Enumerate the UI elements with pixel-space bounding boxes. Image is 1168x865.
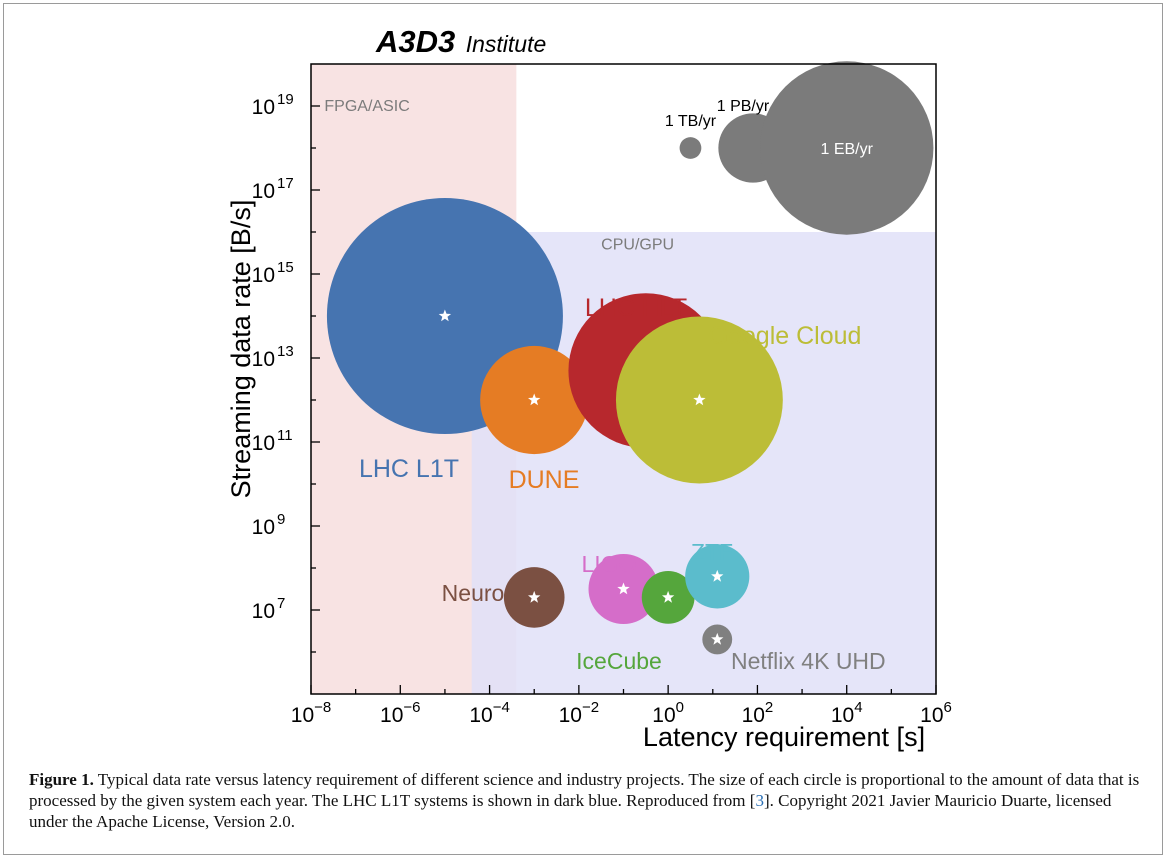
y-tick-label: 10 bbox=[252, 96, 275, 119]
x-tick-base: 10 bbox=[380, 704, 403, 727]
x-tick-label: 10−8 bbox=[291, 699, 331, 727]
x-tick-exponent: 2 bbox=[765, 699, 773, 716]
x-tick-label: 106 bbox=[920, 699, 952, 727]
y-tick-label: 10 bbox=[252, 432, 275, 455]
brand-bold: A3D3 bbox=[375, 24, 455, 59]
brand-title: A3D3 Institute bbox=[375, 24, 546, 59]
y-tick-base: 10 bbox=[252, 600, 275, 623]
bubble-label-google-cloud: Google Cloud bbox=[709, 322, 862, 350]
x-tick-exponent: −4 bbox=[493, 699, 510, 716]
star-icecube bbox=[662, 590, 675, 603]
y-axis-label: Streaming data rate [B/s] bbox=[226, 200, 256, 499]
x-tick-label: 10−6 bbox=[380, 699, 420, 727]
bubble-label-lhc-hlt: LHC HLT bbox=[585, 294, 687, 322]
bubble-label-neuro: Neuro bbox=[442, 580, 505, 606]
y-tick-exponent: 9 bbox=[277, 511, 285, 528]
labels-layer: FPGA/ASIC CPU/GPU LHC L1T DUNE LHC HLT Google… bbox=[324, 98, 885, 674]
x-tick-base: 10 bbox=[652, 704, 675, 727]
legend-bubble-1-tb-yr bbox=[679, 137, 702, 159]
x-tick-label: 10−2 bbox=[559, 699, 599, 727]
x-tick-base: 10 bbox=[742, 704, 765, 727]
x-tick-base: 10 bbox=[469, 704, 492, 727]
x-tick-exponent: 4 bbox=[854, 699, 862, 716]
star-netflix-4k-uhd bbox=[711, 632, 724, 645]
star-ligo bbox=[617, 582, 630, 595]
bubble-label-ztf: ZTF bbox=[691, 539, 733, 565]
x-tick-base: 10 bbox=[291, 704, 314, 727]
x-tick-label: 102 bbox=[742, 699, 774, 727]
star-lhc-l1t bbox=[438, 309, 452, 322]
caption-ref-open: [ bbox=[749, 791, 756, 810]
x-tick-base: 10 bbox=[831, 704, 854, 727]
bubble-label-icecube: IceCube bbox=[576, 648, 662, 674]
star-google-cloud bbox=[693, 393, 706, 406]
caption-ref-close: ] bbox=[763, 791, 770, 810]
star-ztf bbox=[711, 569, 724, 582]
x-tick-base: 10 bbox=[559, 704, 582, 727]
caption-reference-link[interactable]: 3 bbox=[755, 791, 764, 810]
bubble-label-netflix-4k-uhd: Netflix 4K UHD bbox=[731, 648, 886, 674]
caption-text-end: . Copyright 2021 Javier Mauricio Duarte,… bbox=[29, 791, 1112, 831]
x-tick-exponent: −8 bbox=[314, 699, 331, 716]
y-tick-exponent: 13 bbox=[277, 343, 294, 360]
x-tick-exponent: −2 bbox=[582, 699, 599, 716]
y-tick-label: 10 bbox=[252, 180, 275, 203]
y-tick-label: 10 bbox=[252, 348, 275, 371]
region-label-cpu-gpu: CPU/GPU bbox=[601, 237, 674, 254]
x-tick-label: 10−4 bbox=[469, 699, 509, 727]
x-tick-base: 10 bbox=[920, 704, 943, 727]
brand-rest: Institute bbox=[466, 31, 547, 57]
legend-label-1-eb-yr: 1 EB/yr bbox=[820, 141, 873, 158]
size-legend: 1 TB/yr1 PB/yr 1 EB/yr bbox=[665, 61, 934, 235]
star-neuro bbox=[528, 590, 541, 603]
x-axis-label: Latency requirement [s] bbox=[643, 722, 925, 752]
y-tick-label: 10 bbox=[252, 600, 275, 623]
bubble-chart: 1 TB/yr1 PB/yr 1 EB/yr FPGA/ASIC CPU/GPU LH… bbox=[226, 24, 952, 752]
legend-label-1-tb-yr: 1 TB/yr bbox=[665, 113, 717, 130]
y-tick-base: 10 bbox=[252, 516, 275, 539]
y-tick-label: 10 bbox=[252, 516, 275, 539]
bubble-label-lhc-l1t: LHC L1T bbox=[359, 455, 459, 483]
x-tick-exponent: −6 bbox=[403, 699, 420, 716]
legend-bubble-1-eb-yr bbox=[760, 61, 934, 235]
x-tick-exponent: 0 bbox=[676, 699, 684, 716]
y-tick-base: 10 bbox=[252, 96, 275, 119]
y-tick-label: 10 bbox=[252, 264, 275, 287]
y-tick-base: 10 bbox=[252, 432, 275, 455]
caption-figure-label: Figure 1. bbox=[29, 770, 94, 789]
bubbles-layer bbox=[326, 198, 783, 655]
y-tick-exponent: 15 bbox=[277, 259, 294, 276]
y-tick-exponent: 11 bbox=[277, 427, 293, 444]
region-label-fpga-asic: FPGA/ASIC bbox=[324, 98, 409, 115]
figure-caption: Figure 1. Typical data rate versus laten… bbox=[29, 769, 1144, 832]
bubble-label-dune: DUNE bbox=[509, 466, 580, 494]
caption-text: Typical data rate versus latency require… bbox=[29, 770, 1140, 810]
y-tick-base: 10 bbox=[252, 264, 275, 287]
x-tick-label: 100 bbox=[652, 699, 684, 727]
y-tick-exponent: 19 bbox=[277, 91, 294, 108]
x-tick-exponent: 6 bbox=[944, 699, 952, 716]
x-tick-label: 104 bbox=[831, 699, 863, 727]
y-tick-exponent: 7 bbox=[277, 595, 285, 612]
star-dune bbox=[528, 393, 541, 406]
y-tick-exponent: 17 bbox=[277, 175, 294, 192]
y-tick-base: 10 bbox=[252, 348, 275, 371]
legend-label-1-pb-yr: 1 PB/yr bbox=[717, 98, 770, 115]
figure-frame: 1 TB/yr 1 PB/yr 1 EB/yr FPGA/ASIC CPU/GPU LH… bbox=[3, 3, 1163, 855]
bubble-label-ligo: LIGO bbox=[582, 551, 637, 577]
y-tick-base: 10 bbox=[252, 180, 275, 203]
